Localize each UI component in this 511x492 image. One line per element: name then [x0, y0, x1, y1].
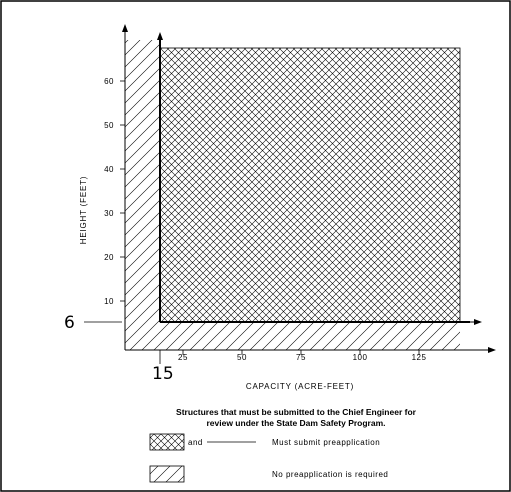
x-ticks	[182, 350, 420, 355]
legend: and Must submit preapplication No preapp…	[149, 433, 388, 483]
y-ticks	[120, 80, 125, 302]
x-tick-label: 50	[237, 353, 247, 362]
y-tick-label: 30	[104, 209, 114, 218]
y-tick-label: 60	[104, 77, 114, 86]
caption-line-2: review under the State Dam Safety Progra…	[206, 418, 385, 428]
no-preapplication-region	[125, 40, 460, 350]
legend-text: Must submit preapplication	[272, 438, 380, 447]
x-tick-label: 100	[353, 353, 368, 362]
x-tick-label: 75	[296, 353, 306, 362]
y-axis-title: HEIGHT (FEET)	[79, 176, 88, 244]
threshold-capacity-label: 15	[152, 364, 174, 384]
y-tick-label: 20	[104, 253, 114, 262]
x-tick-label: 125	[412, 353, 427, 362]
y-tick-label: 50	[104, 121, 114, 130]
y-tick-label: 40	[104, 165, 114, 174]
x-axis-title: CAPACITY (ACRE-FEET)	[246, 382, 354, 391]
y-tick-label: 10	[104, 297, 114, 306]
legend-text: No preapplication is required	[272, 470, 388, 479]
legend-swatch-diagonal	[149, 465, 185, 483]
threshold-height-label: 6	[64, 313, 75, 333]
legend-swatch-crosshatch	[149, 433, 185, 451]
must-submit-region	[159, 47, 461, 323]
legend-joiner: and	[188, 438, 203, 447]
caption-line-1: Structures that must be submitted to the…	[176, 407, 417, 417]
x-tick-label: 25	[178, 353, 188, 362]
